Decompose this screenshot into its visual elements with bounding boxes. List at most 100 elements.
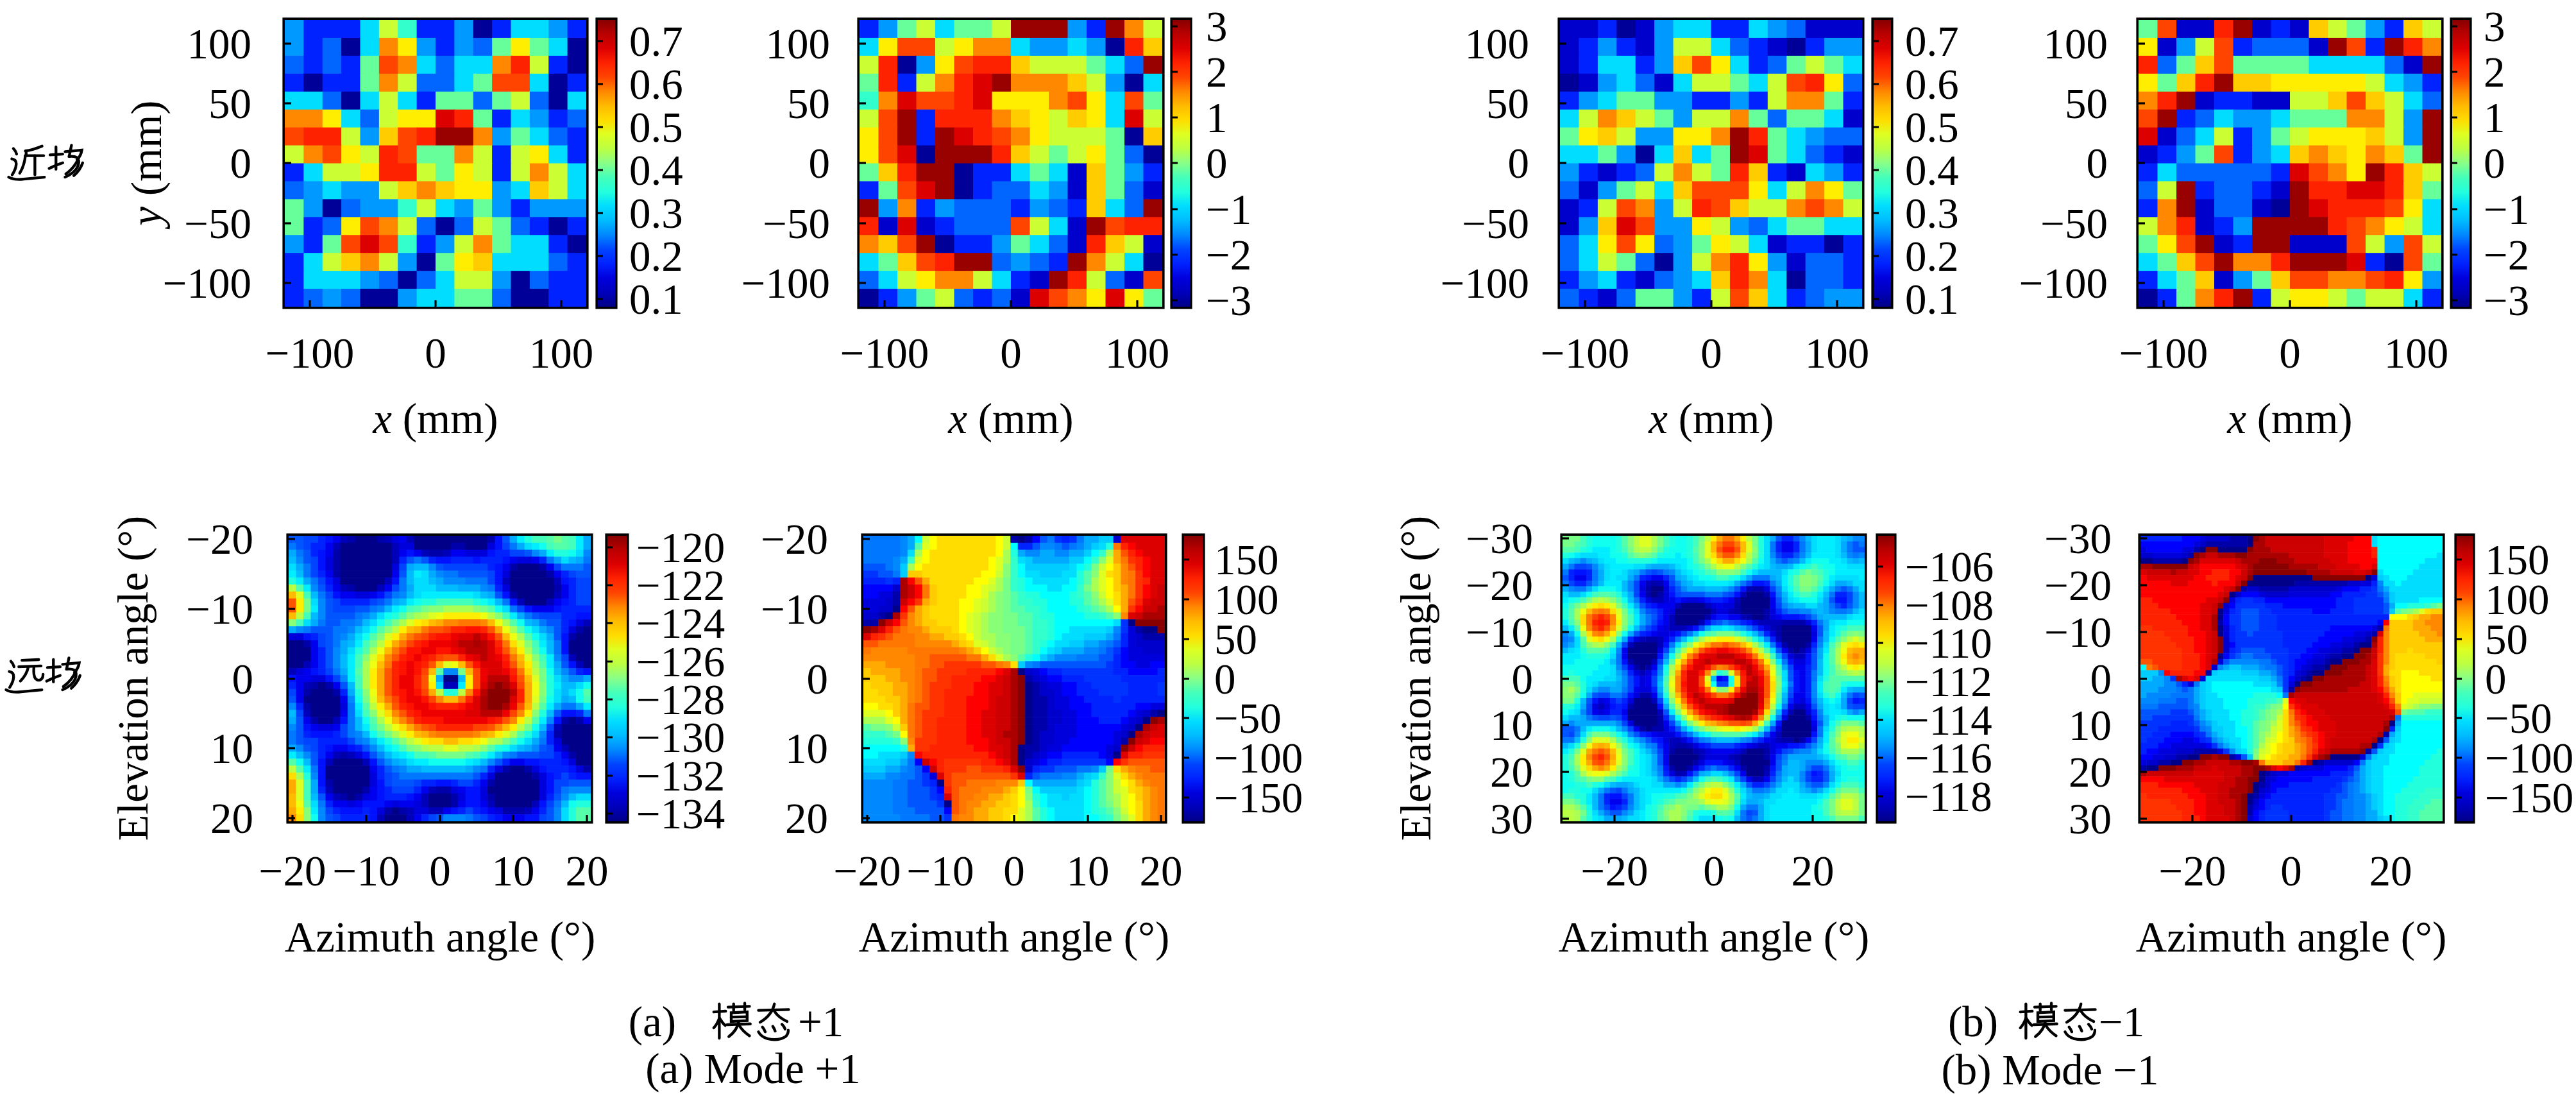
svg-text:0.4: 0.4	[1905, 146, 1959, 194]
svg-text:−1: −1	[2484, 185, 2529, 233]
svg-text:−20: −20	[2044, 561, 2112, 609]
svg-text:50: 50	[208, 80, 251, 127]
svg-text:30: 30	[2069, 795, 2112, 842]
svg-text:−30: −30	[1466, 515, 1533, 562]
svg-text:y (mm): y (mm)	[123, 100, 171, 229]
svg-text:0.7: 0.7	[629, 17, 683, 65]
svg-text:−20: −20	[761, 515, 828, 563]
svg-text:0: 0	[807, 655, 829, 703]
svg-text:−3: −3	[1206, 277, 1251, 324]
svg-text:20: 20	[2069, 748, 2112, 796]
svg-text:−20: −20	[834, 847, 901, 894]
svg-text:−20: −20	[2159, 847, 2226, 894]
svg-text:0: 0	[1000, 329, 1022, 377]
svg-text:20: 20	[566, 847, 609, 894]
svg-text:−1: −1	[1206, 185, 1251, 233]
svg-text:−100: −100	[840, 329, 929, 377]
svg-text:100: 100	[2384, 329, 2449, 377]
svg-text:Elevation angle (°): Elevation angle (°)	[109, 516, 157, 841]
svg-text:Elevation angle (°): Elevation angle (°)	[1392, 516, 1440, 841]
svg-text:0: 0	[2484, 139, 2505, 187]
svg-text:0: 0	[429, 847, 451, 894]
svg-text:0: 0	[2090, 655, 2112, 703]
svg-text:−100: −100	[163, 259, 251, 307]
svg-text:−2: −2	[1206, 231, 1251, 278]
svg-text:100: 100	[187, 20, 252, 67]
svg-text:Azimuth angle (°): Azimuth angle (°)	[1559, 913, 1869, 961]
svg-text:−100: −100	[2119, 329, 2208, 377]
svg-text:10: 10	[2069, 701, 2112, 749]
svg-text:0.6: 0.6	[629, 60, 683, 108]
svg-text:Azimuth angle (°): Azimuth angle (°)	[2136, 913, 2446, 961]
svg-text:−118: −118	[1905, 773, 1992, 820]
svg-text:10: 10	[210, 724, 253, 772]
svg-text:0.5: 0.5	[629, 103, 683, 151]
svg-text:50: 50	[1486, 80, 1529, 127]
svg-text:10: 10	[1490, 701, 1533, 749]
svg-text:−50: −50	[2040, 200, 2108, 247]
svg-text:(a): (a)	[629, 998, 676, 1046]
svg-text:0: 0	[2280, 847, 2302, 894]
svg-text:0.6: 0.6	[1905, 60, 1959, 108]
svg-text:50: 50	[787, 80, 830, 127]
svg-text:−150: −150	[2485, 774, 2573, 821]
svg-text:30: 30	[1490, 795, 1533, 842]
svg-text:0.4: 0.4	[629, 146, 683, 194]
svg-text:−50: −50	[1462, 200, 1529, 247]
svg-text:0: 0	[1206, 139, 1228, 187]
svg-text:20: 20	[2369, 847, 2412, 894]
svg-text:20: 20	[1490, 748, 1533, 796]
svg-text:0: 0	[230, 139, 252, 187]
svg-text:−20: −20	[259, 847, 326, 894]
svg-text:−10: −10	[333, 847, 400, 894]
svg-text:Azimuth angle (°): Azimuth angle (°)	[285, 913, 595, 961]
svg-text:10: 10	[1067, 847, 1110, 894]
svg-text:100: 100	[1465, 20, 1530, 67]
svg-text:+1: +1	[798, 998, 843, 1045]
svg-text:−134: −134	[636, 790, 725, 837]
svg-text:100: 100	[1105, 329, 1170, 377]
svg-text:0.3: 0.3	[629, 189, 683, 237]
svg-text:1: 1	[2484, 94, 2505, 141]
svg-text:10: 10	[492, 847, 535, 894]
svg-text:−10: −10	[1466, 608, 1533, 656]
svg-text:20: 20	[1792, 847, 1835, 894]
svg-text:0.5: 0.5	[1905, 103, 1959, 151]
svg-text:(b): (b)	[1948, 998, 1998, 1046]
svg-text:0: 0	[1703, 847, 1725, 894]
svg-text:0: 0	[1508, 139, 1530, 187]
svg-text:−10: −10	[2044, 608, 2112, 656]
svg-text:100: 100	[766, 20, 831, 67]
svg-text:x (mm): x (mm)	[372, 395, 498, 443]
svg-text:x (mm): x (mm)	[2226, 395, 2352, 443]
svg-text:−2: −2	[2484, 231, 2529, 278]
svg-text:1: 1	[1206, 94, 1228, 141]
svg-text:0.1: 0.1	[629, 275, 683, 323]
svg-text:20: 20	[1140, 847, 1183, 894]
svg-text:Azimuth angle (°): Azimuth angle (°)	[859, 913, 1169, 961]
svg-text:−20: −20	[1466, 561, 1533, 609]
svg-text:−10: −10	[907, 847, 974, 894]
svg-text:−100: −100	[1541, 329, 1629, 377]
svg-text:−50: −50	[184, 200, 251, 247]
svg-text:0.2: 0.2	[1905, 232, 1959, 280]
svg-text:100: 100	[529, 329, 594, 377]
svg-text:100: 100	[1805, 329, 1870, 377]
svg-text:−50: −50	[763, 200, 830, 247]
svg-text:−20: −20	[186, 515, 253, 563]
svg-text:−1: −1	[2099, 998, 2144, 1045]
svg-text:−3: −3	[2484, 277, 2529, 324]
svg-text:0.1: 0.1	[1905, 275, 1959, 323]
svg-text:x (mm): x (mm)	[947, 395, 1073, 443]
svg-text:0: 0	[809, 139, 831, 187]
svg-text:−30: −30	[2044, 515, 2112, 562]
svg-text:2: 2	[1206, 48, 1228, 96]
svg-text:−100: −100	[2019, 259, 2108, 307]
svg-text:(a) Mode +1: (a) Mode +1	[645, 1045, 860, 1093]
svg-text:0.3: 0.3	[1905, 189, 1959, 237]
svg-text:20: 20	[210, 794, 253, 842]
svg-text:0: 0	[232, 655, 254, 703]
svg-text:0.2: 0.2	[629, 232, 683, 280]
svg-text:0: 0	[2279, 329, 2301, 377]
svg-text:−10: −10	[761, 585, 828, 633]
